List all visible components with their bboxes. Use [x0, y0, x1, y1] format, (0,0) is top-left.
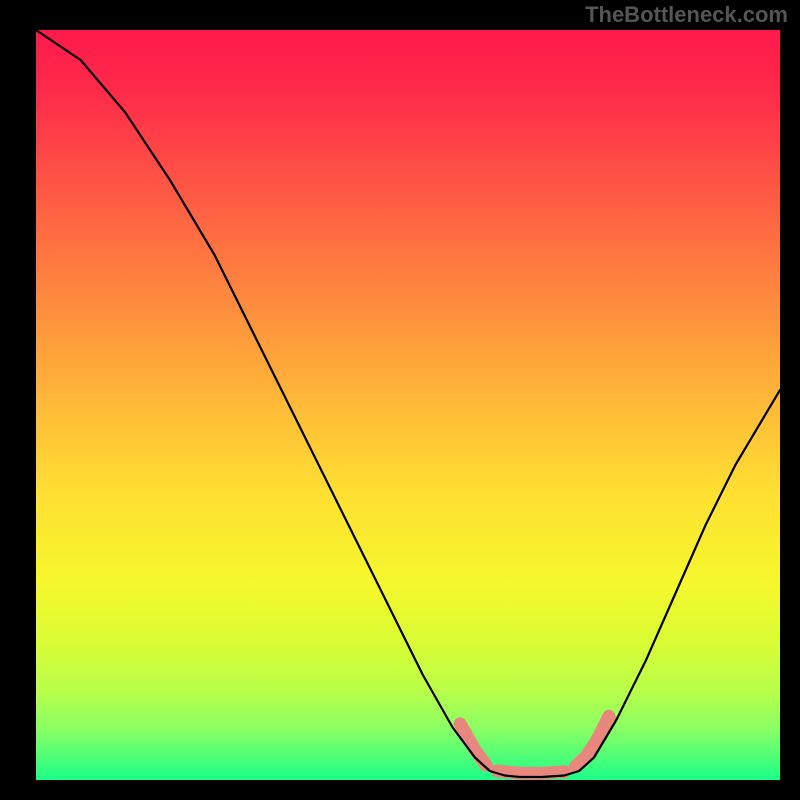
- chart-container: TheBottleneck.com: [0, 0, 800, 800]
- chart-svg-layer: [0, 0, 800, 800]
